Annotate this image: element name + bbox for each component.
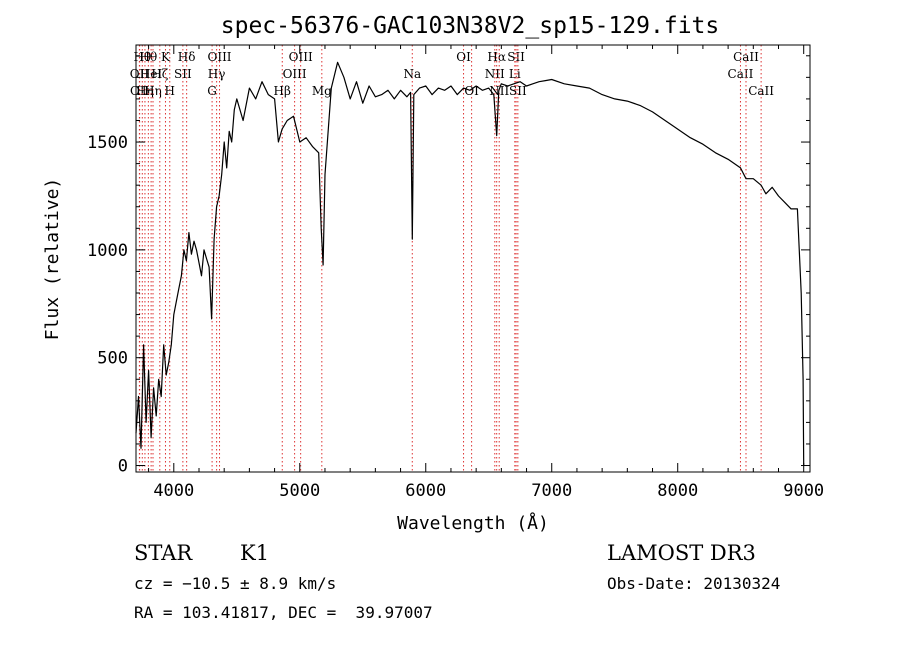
line-marker-label: SII [509, 84, 527, 98]
line-marker-label: NII [485, 67, 505, 81]
line-marker-label: H [165, 84, 175, 98]
y-tick-label: 1500 [87, 133, 128, 153]
x-axis-label: Wavelength (Å) [397, 512, 549, 534]
line-marker-label: OIII [283, 67, 307, 81]
line-marker-label: Hθ [139, 50, 157, 64]
line-marker-label: SII [507, 50, 525, 64]
spectrum-series [135, 61, 805, 466]
line-marker-label: Li [509, 67, 521, 81]
y-axis-label: Flux (relative) [42, 178, 63, 341]
sky-coordinates: RA = 103.41817, DEC = 39.97007 [134, 603, 433, 622]
x-tick-label: 7000 [531, 481, 572, 501]
spectrum-line [135, 61, 805, 466]
line-marker-label: SII [174, 67, 192, 81]
x-tick-label: 8000 [657, 481, 698, 501]
line-marker-label: Hβ [274, 84, 291, 98]
chart-title: spec-56376-GAC103N38V2_sp15-129.fits [221, 13, 720, 39]
x-axis-ticks: 4000 5000 6000 7000 8000 9000 [148, 45, 824, 501]
line-marker-label: Hα [487, 50, 506, 64]
line-marker-label: Hη [136, 84, 154, 98]
x-tick-label: 6000 [405, 481, 446, 501]
object-subclass: K1 [240, 541, 269, 565]
y-axis-ticks: 0 500 1000 1500 [87, 55, 810, 477]
line-marker-label: Mg [312, 84, 332, 98]
redshift-velocity: cz = −10.5 ± 8.9 km/s [134, 574, 336, 593]
y-tick-label: 0 [118, 457, 128, 477]
line-marker-label: OIII [289, 50, 313, 64]
line-marker-label: CaII [728, 67, 754, 81]
plot-frame [135, 44, 811, 473]
x-tick-label: 9000 [783, 481, 824, 501]
line-marker-label: K [161, 50, 171, 64]
line-marker-label: Na [403, 67, 421, 81]
y-tick-label: 1000 [87, 241, 128, 261]
x-tick-label: 5000 [279, 481, 320, 501]
line-marker-label: OI [456, 50, 471, 64]
line-marker-label: CaII [733, 50, 759, 64]
line-marker-label: OIII [207, 50, 231, 64]
line-marker-label: OI [464, 84, 479, 98]
observation-date: Obs-Date: 20130324 [607, 574, 780, 593]
line-marker-label: CaII [748, 84, 774, 98]
line-marker-label: Hη [144, 84, 162, 98]
y-tick-label: 500 [97, 349, 128, 369]
line-marker-label: Hδ [178, 50, 196, 64]
line-marker-label: Hθ [133, 50, 151, 64]
x-tick-label: 4000 [153, 481, 194, 501]
line-marker-label: HeI [140, 67, 163, 81]
object-class: STAR [134, 541, 193, 565]
line-marker-label: Hγ [208, 67, 226, 81]
line-marker-label: G [207, 84, 217, 98]
line-marker-label: Hζ [151, 67, 168, 81]
spectral-line-markers: OIIOIIHθHηHθHeIHηHζKHSIIHδGHγOIIIHβOIIIO… [130, 45, 774, 472]
survey-name: LAMOST DR3 [607, 541, 756, 565]
